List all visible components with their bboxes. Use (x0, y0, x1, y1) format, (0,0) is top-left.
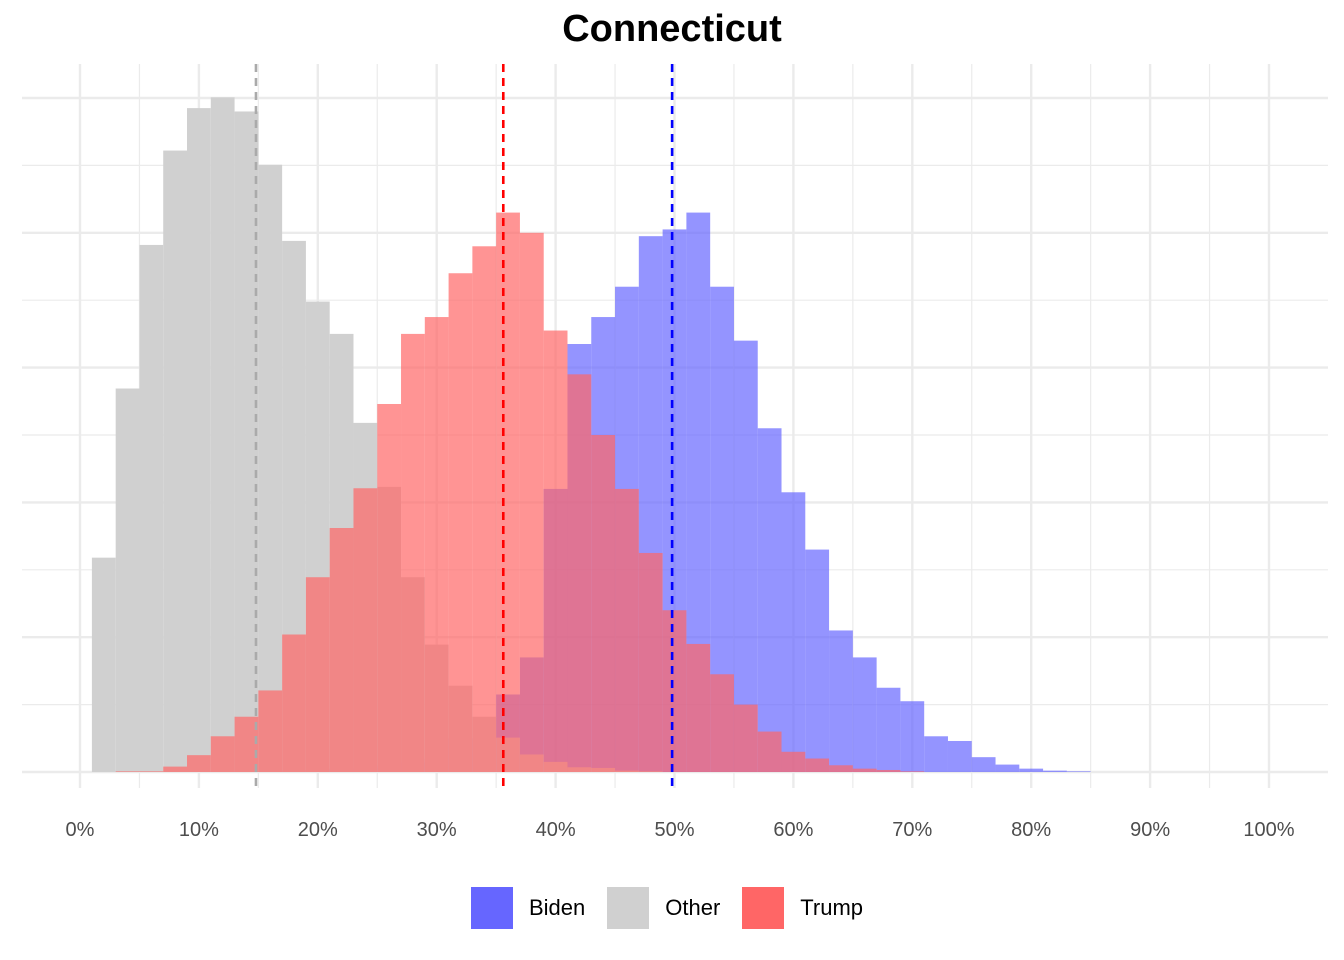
bar-biden (757, 428, 782, 772)
bar-trump (472, 246, 497, 772)
bar-trump (829, 765, 853, 772)
bar-trump (210, 736, 235, 772)
bar-trump (258, 690, 283, 772)
bar-biden (805, 549, 830, 772)
x-tick-label: 0% (66, 819, 95, 841)
bar-trump (805, 758, 830, 772)
bar-trump (543, 330, 568, 772)
x-tick-label: 90% (1130, 819, 1170, 841)
x-tick-label: 100% (1243, 819, 1294, 841)
bar-biden (852, 657, 877, 772)
bar-other (210, 97, 235, 773)
bar-trump (115, 771, 140, 772)
legend-item-trump: Trump (742, 887, 873, 929)
legend-swatch-other (607, 887, 650, 929)
bar-biden (995, 764, 1020, 772)
legend: Biden Other Trump (0, 886, 1344, 930)
bar-trump (234, 716, 259, 772)
histogram-bars (91, 97, 1091, 773)
bar-trump (567, 374, 592, 772)
bar-trump (305, 577, 330, 772)
legend-label: Other (665, 895, 721, 920)
bar-trump (876, 769, 901, 772)
bar-trump (686, 643, 711, 772)
bar-trump (163, 766, 188, 772)
bar-trump (662, 610, 687, 772)
legend-item-other: Other (607, 887, 730, 929)
bar-trump (852, 768, 877, 772)
bar-other (115, 388, 140, 772)
reference-lines (254, 64, 674, 788)
bar-biden (710, 286, 734, 772)
bar-trump (710, 674, 734, 772)
bar-other (234, 111, 259, 773)
x-tick-label: 50% (654, 819, 694, 841)
bar-other (139, 244, 164, 772)
bar-other (91, 557, 116, 772)
bar-biden (781, 492, 806, 772)
legend-label: Trump (800, 895, 864, 920)
bar-biden (1043, 770, 1067, 772)
x-tick-label: 30% (417, 819, 457, 841)
bar-trump (757, 731, 782, 772)
bar-biden (1019, 768, 1044, 772)
histogram-plot: 0% 10% 20% 30% 40% 50% 60% 70% 80% 90% 100% (22, 64, 1328, 841)
bar-biden (876, 687, 901, 772)
bar-trump (638, 552, 663, 772)
bar-other (163, 150, 188, 772)
bar-trump (519, 232, 544, 773)
bar-biden (971, 757, 996, 772)
bar-trump (139, 771, 164, 772)
bar-trump (424, 317, 449, 772)
bar-trump (282, 634, 306, 772)
bar-trump (733, 704, 758, 772)
legend-swatch-trump (742, 887, 785, 929)
x-tick-label: 10% (179, 819, 219, 841)
x-tick-label: 20% (298, 819, 338, 841)
bar-biden (733, 340, 758, 772)
series-trump (115, 212, 925, 773)
bar-biden (1066, 771, 1091, 772)
bar-biden (947, 740, 972, 772)
bar-trump (329, 528, 354, 772)
bar-biden (924, 736, 948, 772)
legend-item-biden: Biden (470, 887, 595, 929)
x-tick-label: 70% (892, 819, 932, 841)
legend-swatch-biden (470, 887, 513, 929)
bar-trump (781, 751, 806, 772)
x-tick-label: 60% (773, 819, 813, 841)
bar-other (258, 164, 283, 772)
chart-title: Connecticut (562, 8, 782, 50)
bar-trump (496, 212, 520, 772)
bar-biden (829, 630, 853, 772)
bar-biden (900, 701, 925, 772)
bar-trump (401, 333, 425, 772)
bar-trump (377, 403, 402, 772)
x-axis-ticks: 0% 10% 20% 30% 40% 50% 60% 70% 80% 90% 100% (66, 819, 1295, 841)
bar-other (187, 108, 211, 773)
bar-trump (591, 435, 616, 772)
bar-biden (686, 212, 711, 772)
bar-trump (448, 273, 473, 772)
bar-trump (615, 488, 639, 772)
bar-trump (353, 488, 378, 772)
x-tick-label: 40% (536, 819, 576, 841)
bar-trump (900, 771, 925, 772)
bar-trump (187, 755, 211, 772)
x-tick-label: 80% (1011, 819, 1051, 841)
legend-label: Biden (528, 895, 586, 920)
